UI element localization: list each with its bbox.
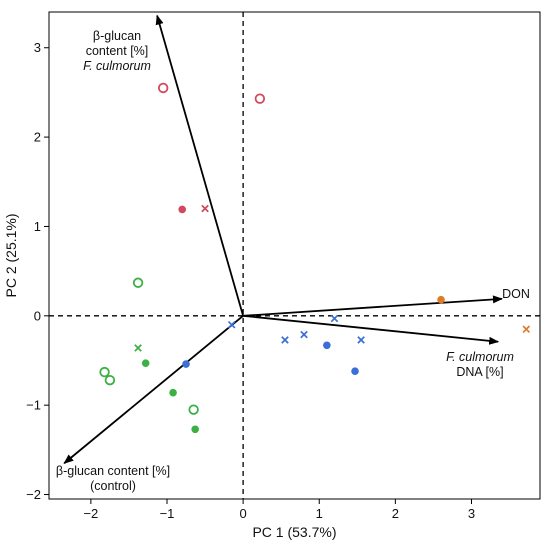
score-point-filled-circle (323, 341, 331, 350)
score-point-filled-circle (178, 205, 187, 214)
y-tick-label: 2 (34, 130, 41, 145)
score-point-cross (300, 330, 308, 339)
score-point-open-circle (99, 366, 110, 378)
score-point-filled-circle (351, 367, 359, 376)
y-tick-label: −1 (26, 398, 41, 413)
score-point-filled-circle (191, 425, 199, 434)
score-point-cross (330, 314, 339, 323)
loading-label: β-glucan (93, 29, 141, 43)
x-tick-label: 3 (468, 506, 475, 521)
loading-label: (control) (90, 479, 136, 493)
loading-label: β-glucan content [%] (56, 464, 170, 478)
y-axis: −2 −1 0 1 2 3 (26, 40, 49, 502)
loading-arrow (63, 315, 244, 464)
loading-label: DON (502, 287, 530, 301)
score-point-cross (357, 336, 365, 344)
score-point-cross (227, 320, 236, 329)
score-point-filled-circle (437, 295, 445, 304)
loading-label: DNA [%] (456, 365, 503, 379)
score-point-cross (281, 336, 289, 344)
score-point-filled-circle (182, 360, 190, 368)
loading-label: F. culmorum (446, 350, 514, 364)
loading-arrow (243, 295, 503, 317)
reference-lines (49, 12, 540, 499)
score-point-cross (201, 204, 209, 213)
score-point-open-circle (254, 93, 266, 104)
score-points (99, 82, 531, 434)
x-tick-label: −2 (83, 506, 98, 521)
y-axis-title: PC 2 (25.1%) (3, 213, 19, 297)
x-tick-label: 2 (392, 506, 399, 521)
y-tick-label: −2 (26, 487, 41, 502)
x-tick-label: 0 (239, 506, 246, 521)
x-axis-title: PC 1 (53.7%) (252, 524, 336, 540)
score-point-open-circle (188, 404, 199, 415)
score-point-filled-circle (141, 359, 150, 367)
score-point-cross (522, 325, 531, 334)
x-axis: −2 −1 0 1 2 3 (83, 499, 475, 521)
score-point-open-circle (157, 82, 169, 94)
loading-arrow (155, 14, 244, 317)
y-tick-label: 0 (34, 308, 41, 323)
loading-label: F. culmorum (83, 59, 151, 73)
score-point-cross (134, 344, 142, 352)
score-point-filled-circle (169, 388, 177, 397)
loading-label: content [%] (86, 44, 149, 58)
x-tick-label: 1 (316, 506, 323, 521)
y-tick-label: 3 (34, 40, 41, 55)
y-tick-label: 1 (34, 219, 41, 234)
plot-frame (48, 11, 541, 500)
score-point-open-circle (132, 277, 144, 288)
loading-arrow (243, 314, 500, 345)
x-tick-label: −1 (160, 506, 175, 521)
score-point-open-circle (104, 374, 116, 386)
